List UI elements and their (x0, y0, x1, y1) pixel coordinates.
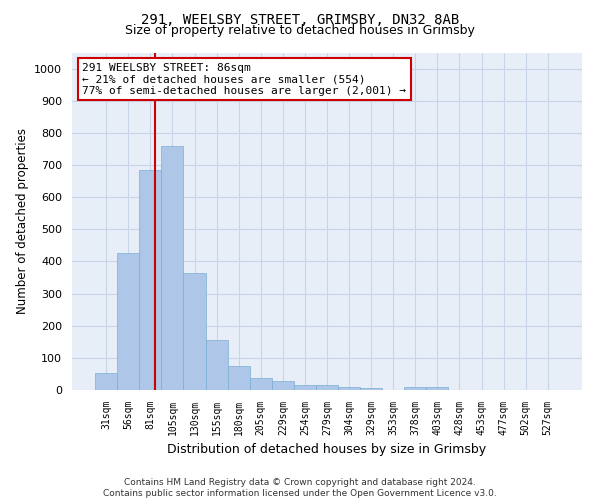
Bar (360, 388, 382, 390)
Bar (161, 146, 184, 390)
Bar (117, 254, 139, 390)
Bar (95, 374, 117, 390)
Text: 291 WEELSBY STREET: 86sqm
← 21% of detached houses are smaller (554)
77% of semi: 291 WEELSBY STREET: 86sqm ← 21% of detac… (82, 62, 406, 96)
Bar (206, 340, 227, 390)
Bar (272, 382, 294, 390)
Bar (250, 378, 272, 390)
Bar (184, 272, 206, 390)
Text: 291, WEELSBY STREET, GRIMSBY, DN32 8AB: 291, WEELSBY STREET, GRIMSBY, DN32 8AB (141, 12, 459, 26)
Bar (294, 385, 316, 390)
Bar (427, 388, 448, 390)
X-axis label: Distribution of detached houses by size in Grimsby: Distribution of detached houses by size … (167, 444, 487, 456)
Bar (338, 388, 360, 390)
Bar (139, 170, 161, 390)
Y-axis label: Number of detached properties: Number of detached properties (16, 128, 29, 314)
Text: Contains HM Land Registry data © Crown copyright and database right 2024.
Contai: Contains HM Land Registry data © Crown c… (103, 478, 497, 498)
Bar (316, 385, 338, 390)
Bar (404, 388, 427, 390)
Bar (227, 366, 250, 390)
Text: Size of property relative to detached houses in Grimsby: Size of property relative to detached ho… (125, 24, 475, 37)
